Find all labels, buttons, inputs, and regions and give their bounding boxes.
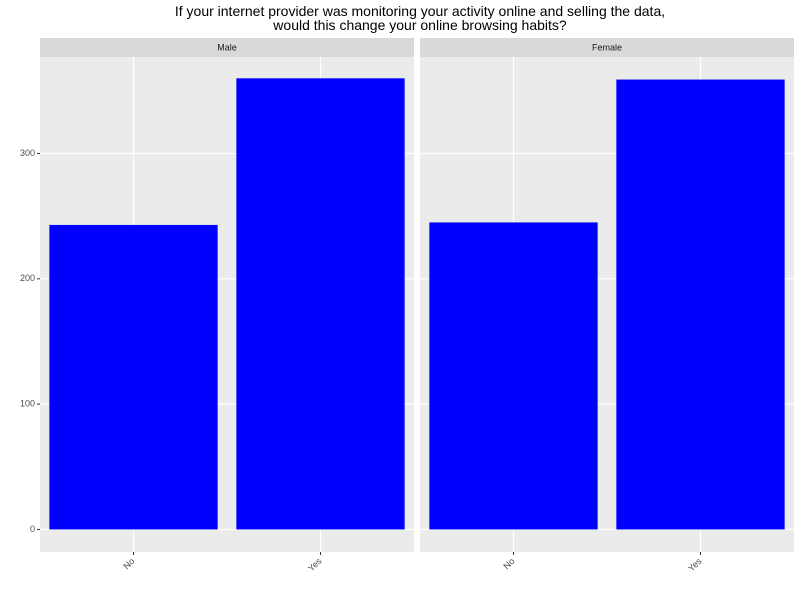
y-tick-label: 0 (30, 524, 35, 534)
facet-label: Female (592, 42, 622, 52)
bar (616, 79, 785, 530)
y-tick-label: 100 (20, 399, 35, 409)
y-tick-label: 200 (20, 273, 35, 283)
x-tick-label: No (501, 556, 516, 571)
strip (420, 38, 794, 57)
chart-title: If your internet provider was monitoring… (174, 3, 666, 33)
x-tick-label: Yes (686, 556, 704, 574)
x-tick-label: No (121, 556, 136, 571)
bar (49, 224, 218, 530)
y-tick-label: 300 (20, 148, 35, 158)
strip (40, 38, 414, 57)
bar (236, 78, 405, 530)
facet-label: Male (217, 42, 237, 52)
x-tick-label: Yes (306, 556, 324, 574)
bar (429, 222, 598, 530)
